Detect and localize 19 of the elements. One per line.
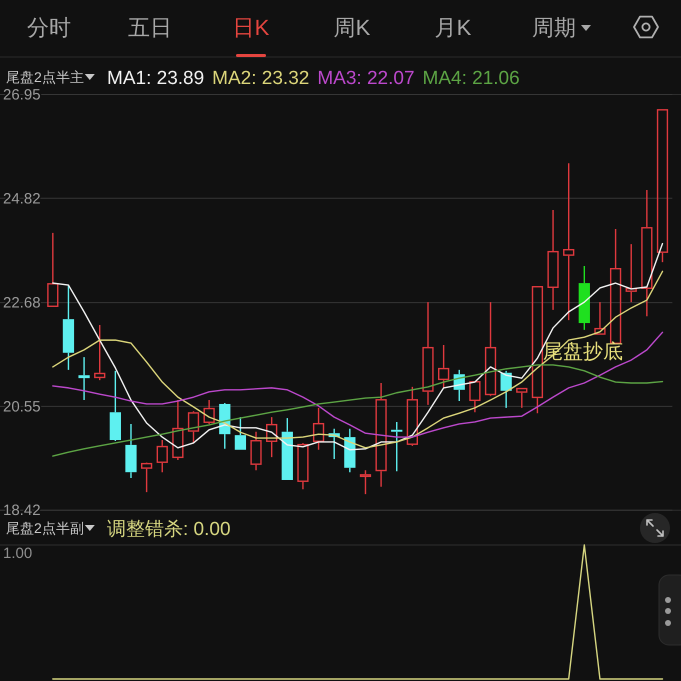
tab-label: 分时 [27, 15, 71, 40]
tab-label: 月K [434, 15, 472, 40]
legend-entry: MA2: 23.32 [212, 68, 310, 89]
legend-entry: MA3: 22.07 [317, 68, 415, 89]
y-tick-label: 18.42 [3, 502, 41, 519]
y-tick-label: 22.68 [3, 294, 41, 312]
y-tick-label: 24.82 [3, 190, 41, 207]
y-tick-label: 26.95 [3, 86, 41, 103]
legend-entry: MA1: 23.89 [107, 68, 204, 89]
y-tick-label: 20.55 [3, 398, 41, 415]
tab-label: 周期 [532, 15, 576, 40]
tab-label: 周K [334, 15, 370, 40]
chart-title: 尾盘2点半主 [6, 69, 84, 85]
tab-label: 五日 [128, 15, 172, 40]
tab-label: 日K [232, 15, 270, 40]
chart-title: 尾盘2点半副 [6, 520, 84, 536]
legend-entry: 调整错杀: 0.00 [107, 519, 231, 540]
annotation: 1.00 [3, 544, 32, 562]
legend-entry: MA4: 21.06 [422, 68, 520, 89]
